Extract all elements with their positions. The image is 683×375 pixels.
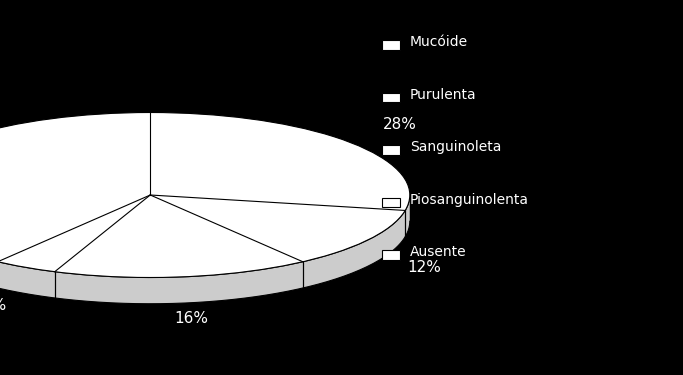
Text: 12%: 12% — [407, 260, 441, 275]
Text: 16%: 16% — [174, 311, 208, 326]
Text: Ausente: Ausente — [410, 245, 466, 259]
FancyBboxPatch shape — [382, 251, 400, 260]
FancyBboxPatch shape — [382, 198, 400, 207]
Text: Sanguinoleta: Sanguinoleta — [410, 140, 501, 154]
Ellipse shape — [0, 112, 410, 278]
Text: Piosanguinolenta: Piosanguinolenta — [410, 193, 529, 207]
FancyBboxPatch shape — [382, 145, 400, 154]
FancyBboxPatch shape — [382, 40, 400, 50]
Text: 4%: 4% — [0, 298, 6, 313]
FancyBboxPatch shape — [382, 93, 400, 102]
Polygon shape — [0, 195, 410, 304]
Text: Purulenta: Purulenta — [410, 88, 477, 102]
Text: 28%: 28% — [383, 117, 417, 132]
Text: Mucóide: Mucóide — [410, 35, 468, 49]
